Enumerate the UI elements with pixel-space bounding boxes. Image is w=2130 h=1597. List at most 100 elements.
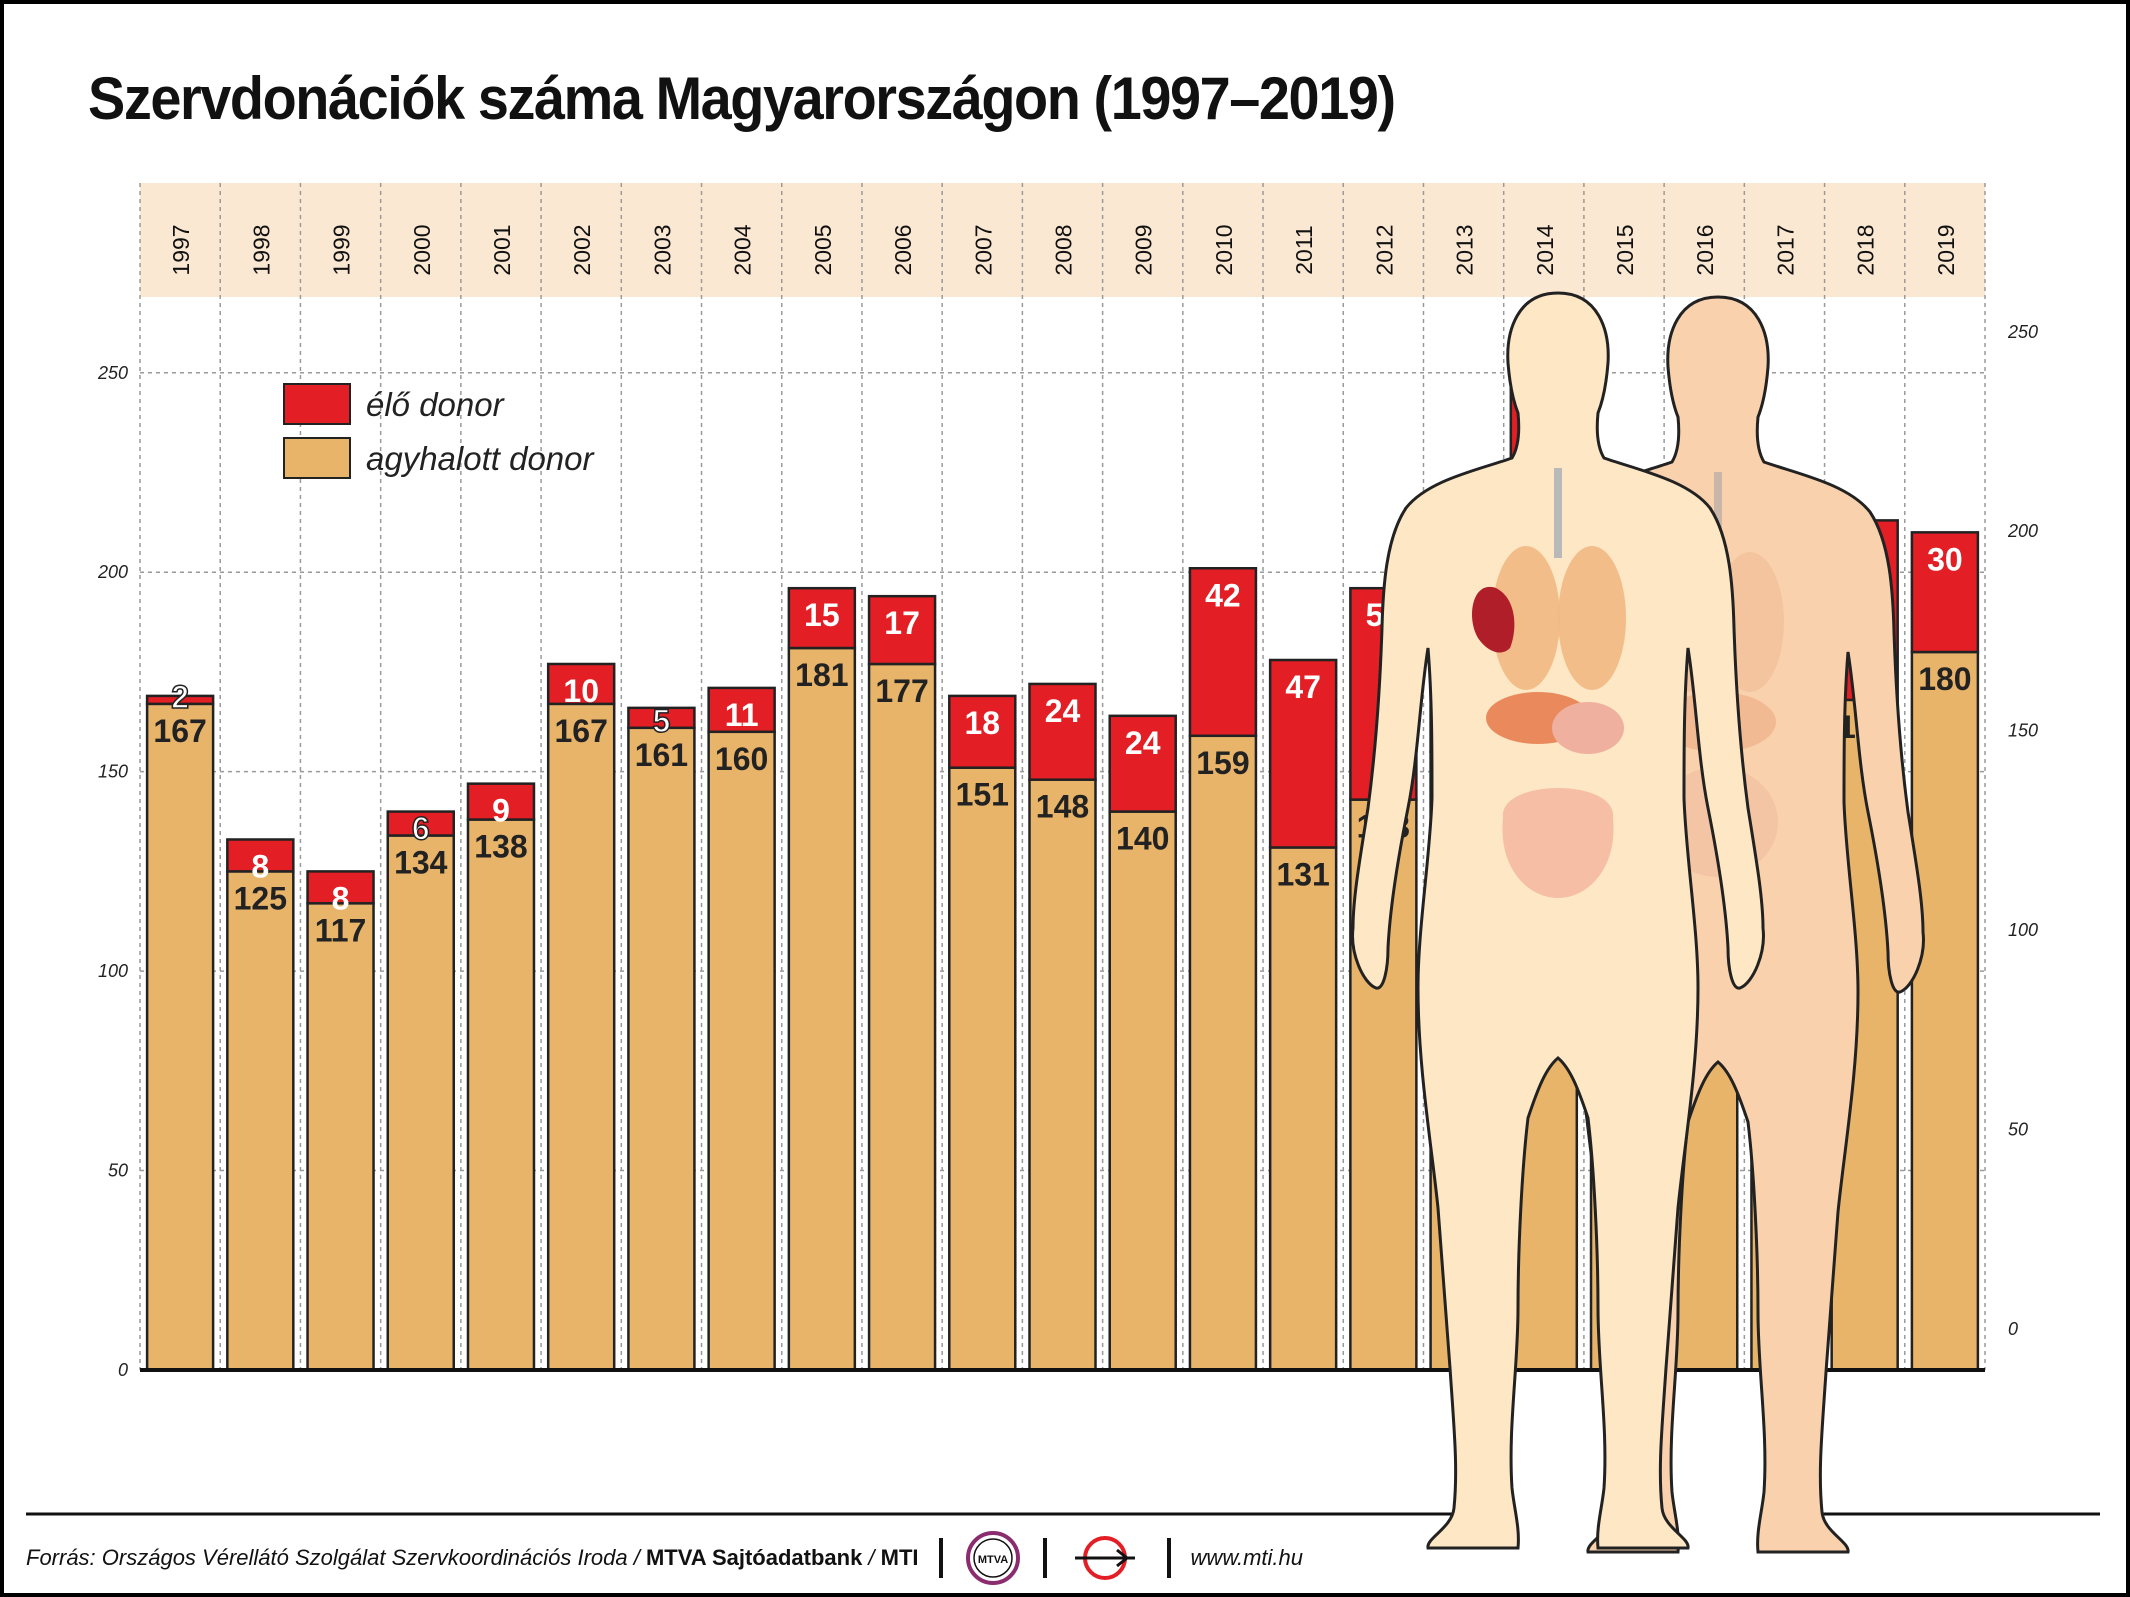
bar-living: [867, 594, 937, 666]
x-tick-label: 2004: [730, 224, 756, 275]
data-label-brain-dead: 181: [795, 657, 848, 693]
data-label-brain-dead: 177: [875, 673, 928, 709]
bar-living: [707, 686, 776, 734]
data-label-living: 18: [964, 705, 1000, 741]
data-label-living: 17: [884, 605, 920, 641]
mtva-logo-text: MTVA: [977, 1554, 1007, 1566]
x-tick-label: 2005: [810, 224, 836, 275]
bar-living: [948, 694, 1017, 769]
x-tick-label: 2015: [1612, 224, 1638, 275]
data-label-living: 11: [725, 697, 759, 733]
bar-living: [1910, 531, 1980, 654]
x-tick-label: 1997: [168, 224, 194, 275]
bar-brain-dead: [306, 902, 375, 1372]
footer: Forrás: Országos Vérellátó Szolgálat Sze…: [26, 1530, 1326, 1586]
data-label-living: 9: [492, 793, 510, 829]
data-label-living: 30: [1927, 541, 1963, 577]
front-figure-main: [1351, 291, 1765, 1550]
bar-living: [386, 810, 456, 837]
data-label-living: 15: [804, 597, 840, 633]
x-tick-label: 2013: [1452, 224, 1478, 275]
y-tick-label-left: 0: [118, 1360, 128, 1380]
source-text-separator: /: [862, 1545, 881, 1570]
bar-living: [787, 586, 857, 650]
bar-brain-dead: [546, 702, 616, 1372]
bar-brain-dead: [1108, 810, 1177, 1372]
data-label-living: 8: [251, 848, 269, 884]
x-tick-label: 1999: [329, 224, 355, 275]
bar-living: [1188, 567, 1258, 738]
data-label-brain-dead: 138: [474, 829, 527, 865]
mti-logo-icon: [1074, 1536, 1135, 1580]
data-label-living: 47: [1285, 669, 1321, 705]
x-tick-label: 2016: [1692, 224, 1718, 275]
x-tick-label: 2014: [1532, 224, 1558, 275]
data-label-brain-dead: 134: [394, 845, 448, 881]
bar-brain-dead: [948, 766, 1017, 1372]
data-label-brain-dead: 160: [715, 741, 768, 777]
source-text-agency: MTI: [880, 1545, 919, 1570]
bar-living: [1268, 658, 1338, 849]
y-tick-label-left: 150: [98, 762, 128, 782]
y-tick-label-right: 200: [2007, 521, 2038, 541]
x-tick-label: 2001: [489, 224, 515, 275]
data-label-living: 6: [412, 811, 430, 847]
x-tick-label: 2010: [1211, 224, 1237, 275]
x-tick-label: 2012: [1371, 224, 1397, 275]
y-tick-label-right: 50: [2008, 1120, 2028, 1140]
x-tick-label: 2009: [1131, 224, 1157, 275]
x-tick-label: 2003: [649, 224, 675, 275]
data-label-brain-dead: 117: [315, 912, 367, 948]
bar-brain-dead: [627, 726, 696, 1372]
x-tick-label: 2000: [409, 224, 435, 275]
x-tick-label: 2019: [1933, 224, 1959, 275]
data-label-living: 42: [1205, 577, 1241, 613]
data-label-living: 24: [1125, 725, 1161, 761]
data-label-brain-dead: 180: [1918, 661, 1971, 697]
footer-separator: [938, 1538, 943, 1578]
y-tick-label-right: 150: [2008, 721, 2038, 741]
data-label-living: 10: [563, 673, 599, 709]
x-tick-label: 2007: [970, 224, 996, 275]
legend-swatch: [283, 437, 351, 479]
data-label-brain-dead: 131: [1276, 856, 1329, 892]
heart-icon: [1472, 586, 1515, 653]
x-tick-label: 2008: [1051, 224, 1077, 275]
data-label-living: 5: [653, 703, 671, 739]
footer-separator: [1042, 1538, 1047, 1578]
data-label-brain-dead: 167: [555, 713, 608, 749]
y-tick-label-left: 50: [108, 1161, 128, 1181]
x-tick-label: 1998: [248, 224, 274, 275]
website-link[interactable]: www.mti.hu: [1190, 1545, 1304, 1570]
data-label-brain-dead: 159: [1196, 745, 1249, 781]
bar-living: [306, 870, 375, 905]
legend-label: élő donor: [366, 386, 506, 423]
bar-living: [226, 838, 295, 873]
year-header-band: [140, 183, 1985, 297]
bar-living: [466, 782, 536, 821]
bar-brain-dead: [787, 646, 857, 1372]
y-tick-label-left: 100: [98, 961, 128, 981]
data-label-brain-dead: 161: [635, 737, 688, 773]
legend-swatch: [283, 383, 351, 425]
bar-living: [546, 662, 616, 706]
y-tick-label-right: 100: [2008, 920, 2038, 940]
data-label-brain-dead: 148: [1036, 789, 1089, 825]
y-tick-label-left: 200: [97, 562, 128, 582]
bar-living: [145, 694, 215, 706]
data-label-living: 8: [332, 880, 350, 916]
chart-title: Szervdonációk száma Magyarországon (1997…: [88, 65, 1396, 132]
source-text: Forrás: Országos Vérellátó Szolgálat Sze…: [26, 1545, 919, 1571]
bar-brain-dead: [1028, 778, 1097, 1372]
x-tick-label: 2002: [569, 224, 595, 275]
source-text-bold: MTVA Sajtóadatbank: [645, 1545, 863, 1570]
x-tick-label: 2017: [1772, 224, 1798, 275]
y-tick-label-right: 0: [2008, 1319, 2018, 1339]
x-tick-label: 2011: [1291, 225, 1317, 274]
bar-living: [1028, 682, 1097, 781]
legend-label: agyhalott donor: [366, 440, 596, 477]
data-label-brain-dead: 125: [234, 880, 287, 916]
